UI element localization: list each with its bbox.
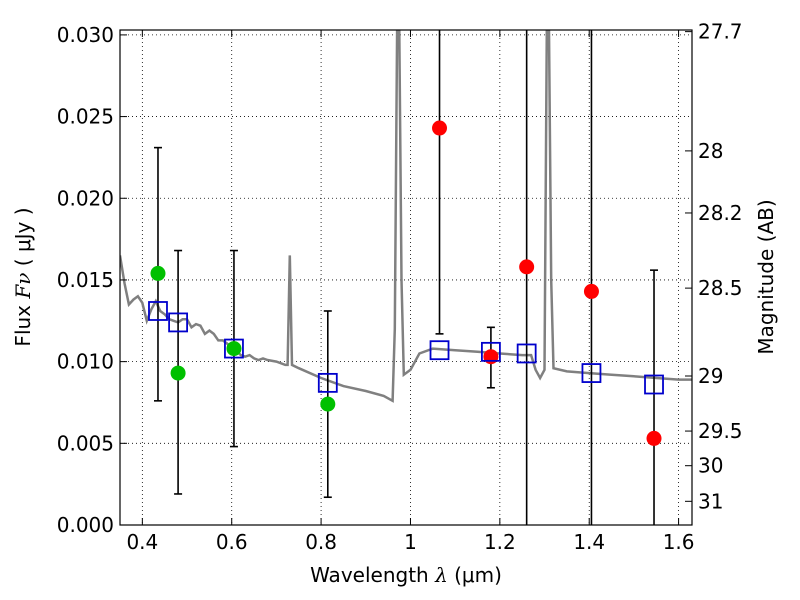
x-axis-ticks: 0.4 0.6 0.8 1 1.2 1.4 1.6 (126, 30, 695, 554)
y-tick-label: 0.025 (57, 105, 114, 129)
x-tick-label: 1.6 (663, 530, 695, 554)
mag-tick-label: 28.2 (698, 201, 743, 225)
magnitude-axis-ticks: 27.7 28 28.2 28.5 29 29.5 30 31 (685, 20, 743, 513)
y-tick-label: 0.000 (57, 513, 114, 537)
observed-points-series (150, 120, 662, 446)
y-tick-label: 0.030 (57, 23, 114, 47)
model-sed-line (120, 30, 692, 403)
y-tick-label: 0.020 (57, 186, 114, 210)
y-axis-title: Flux Fν ( μJy ) (11, 207, 35, 346)
model-sed-series (120, 30, 692, 403)
mag-tick-label: 28 (698, 139, 723, 163)
observed-point (646, 430, 662, 446)
observed-point (519, 259, 535, 275)
mag-tick-label: 31 (698, 489, 723, 513)
synthetic-photometry-series (148, 301, 664, 395)
mag-tick-label: 28.5 (698, 276, 743, 300)
observed-point (483, 349, 499, 365)
synthetic-point (581, 363, 602, 383)
observed-point (432, 120, 448, 136)
y-tick-label: 0.010 (57, 350, 114, 374)
error-bars-series (153, 30, 659, 525)
synthetic-point (317, 372, 338, 393)
synthetic-point (148, 301, 168, 321)
observed-point (170, 365, 186, 381)
x-tick-label: 0.8 (305, 530, 337, 554)
mag-tick-label: 27.7 (698, 20, 743, 44)
observed-point (150, 265, 166, 281)
x-tick-label: 0.4 (126, 530, 158, 554)
x-axis-title: Wavelength λ (μm) (310, 563, 502, 587)
synthetic-point (644, 374, 664, 395)
synthetic-point (168, 312, 188, 333)
synthetic-point (516, 343, 537, 364)
x-tick-label: 1.4 (573, 530, 605, 554)
synthetic-point (429, 340, 450, 361)
mag-tick-label: 29.5 (698, 419, 743, 443)
observed-point (583, 283, 599, 299)
synthetic-point (481, 341, 501, 362)
x-tick-label: 0.6 (216, 530, 248, 554)
synthetic-point (224, 338, 244, 359)
observed-point (226, 341, 242, 357)
plot-frame (119, 29, 693, 526)
grid-lines (120, 30, 692, 525)
y2-axis-title: Magnitude (AB) (754, 199, 778, 354)
y-tick-label: 0.015 (57, 268, 114, 292)
y-axis-ticks: 0.000 0.005 0.010 0.015 0.020 0.025 0.030 (57, 23, 127, 537)
mag-tick-label: 30 (698, 454, 723, 478)
x-tick-label: 1.2 (484, 530, 516, 554)
mag-tick-label: 29 (698, 364, 723, 388)
observed-point (320, 396, 336, 412)
y-tick-label: 0.005 (57, 431, 114, 455)
x-tick-label: 1 (404, 530, 417, 554)
